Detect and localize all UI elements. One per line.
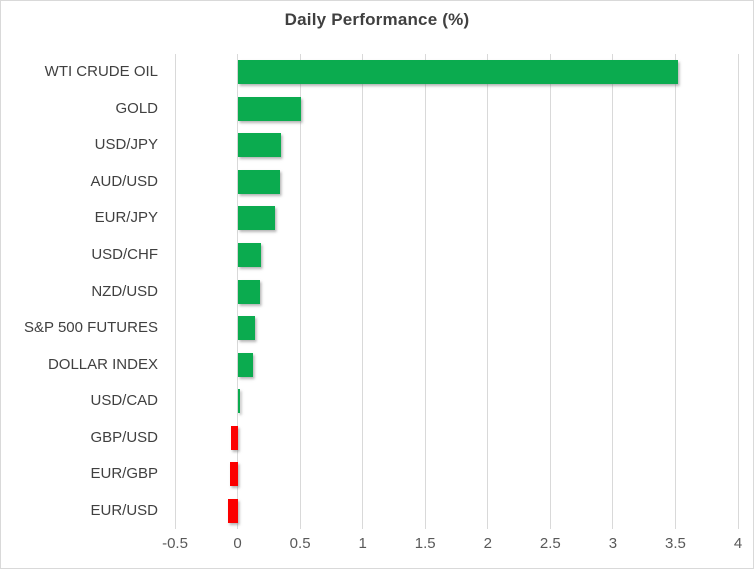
bar	[237, 60, 678, 85]
gridline	[362, 54, 364, 529]
category-label: USD/JPY	[94, 136, 158, 154]
x-axis-tick-label: -0.5	[162, 535, 188, 552]
category-label: EUR/GBP	[90, 465, 158, 483]
gridline	[424, 54, 426, 529]
x-axis-tick-label: 2	[483, 535, 492, 552]
x-axis-tick-label: 4	[733, 535, 743, 552]
chart-title: Daily Performance (%)	[284, 10, 470, 29]
bar	[237, 206, 276, 231]
gridline	[674, 54, 676, 529]
x-axis: -0.5 0 0.5 1 1.5 2 2.5 3 3.5 4	[162, 535, 742, 555]
gridline	[487, 54, 489, 529]
category-label: EUR/JPY	[94, 209, 158, 227]
bar	[237, 279, 261, 304]
gridline	[612, 54, 614, 529]
gridline	[737, 54, 739, 529]
bar	[237, 133, 282, 158]
category-label: WTI CRUDE OIL	[44, 63, 158, 81]
category-label: GOLD	[115, 99, 158, 117]
bar	[227, 498, 238, 523]
category-label: NZD/USD	[91, 282, 158, 300]
bar	[230, 462, 238, 487]
bar	[237, 169, 281, 194]
x-axis-tick-label: 3	[608, 535, 618, 552]
gridline	[549, 54, 551, 529]
bar	[237, 352, 253, 377]
category-label: AUD/USD	[90, 172, 158, 190]
category-label: USD/CHF	[91, 245, 158, 263]
plot-area	[174, 54, 739, 529]
bar	[237, 96, 302, 121]
category-axis: WTI CRUDE OIL GOLD USD/JPY AUD/USD EUR/JPY US…	[1, 54, 158, 529]
bar	[237, 389, 241, 414]
bar	[237, 242, 262, 267]
category-label: S&P 500 FUTURES	[24, 319, 158, 337]
bar	[231, 425, 238, 450]
x-axis-tick-label: 1.5	[414, 535, 436, 552]
category-label: DOLLAR INDEX	[47, 355, 158, 373]
category-label: USD/CAD	[90, 392, 158, 410]
category-label: EUR/USD	[90, 501, 158, 519]
x-axis-tick-label: 3.5	[665, 535, 686, 552]
x-axis-tick-label: 1	[358, 535, 367, 552]
gridline	[299, 54, 301, 529]
x-axis-tick-label: 2.5	[539, 535, 561, 552]
x-axis-tick-label: 0	[233, 535, 242, 552]
bar	[237, 316, 256, 341]
x-axis-tick-label: 0.5	[289, 535, 311, 552]
category-label: GBP/USD	[90, 428, 158, 446]
gridline	[174, 54, 176, 529]
